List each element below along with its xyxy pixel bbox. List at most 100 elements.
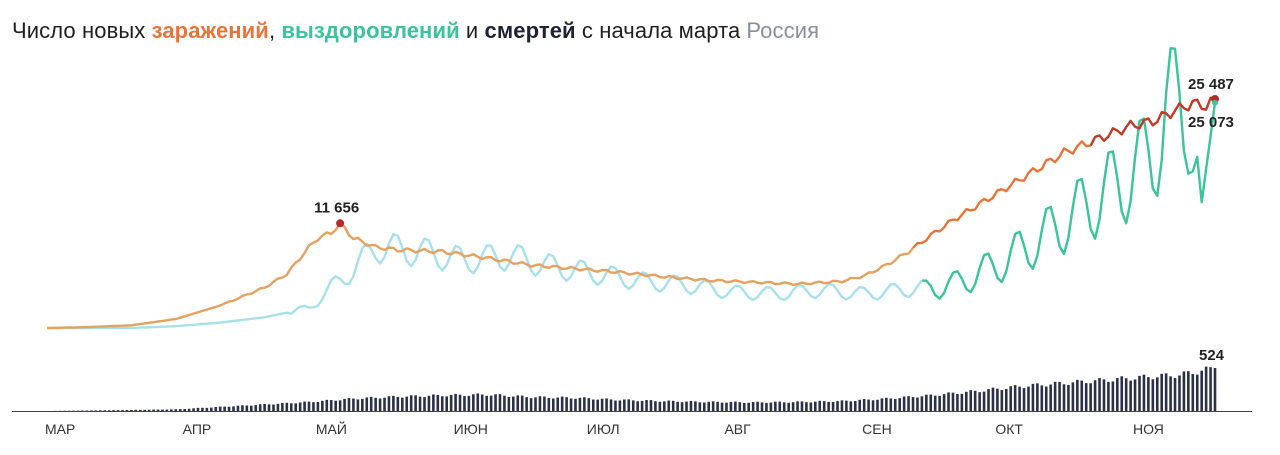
death-bar bbox=[1009, 386, 1013, 411]
death-bar bbox=[227, 406, 231, 411]
death-bar bbox=[174, 409, 178, 411]
death-bar bbox=[1129, 380, 1132, 411]
death-bar bbox=[85, 410, 89, 411]
deaths-bars bbox=[54, 366, 1217, 411]
death-bar bbox=[623, 399, 626, 411]
death-bar bbox=[538, 396, 542, 411]
death-bar bbox=[347, 398, 351, 411]
death-bar bbox=[711, 401, 715, 411]
death-bar bbox=[152, 409, 155, 411]
death-bar bbox=[778, 401, 782, 411]
title-part1: Число новых bbox=[12, 18, 152, 43]
death-bar bbox=[871, 400, 875, 411]
death-bar bbox=[316, 402, 320, 411]
death-bar bbox=[796, 401, 799, 411]
death-bar bbox=[214, 407, 218, 411]
infections-line-mid bbox=[912, 140, 1091, 249]
death-bar bbox=[1022, 388, 1026, 411]
death-bar bbox=[289, 403, 293, 411]
death-bar bbox=[170, 409, 173, 411]
death-bar bbox=[196, 407, 200, 411]
death-bar bbox=[352, 398, 355, 411]
death-bar bbox=[1116, 378, 1119, 411]
death-bar bbox=[547, 397, 551, 411]
death-bar bbox=[636, 401, 639, 411]
death-bar bbox=[605, 398, 608, 411]
death-bar bbox=[929, 394, 933, 411]
death-bar bbox=[1107, 381, 1110, 411]
death-bar bbox=[809, 402, 813, 411]
death-bar bbox=[1147, 377, 1150, 411]
month-label-6: АВГ bbox=[724, 421, 751, 437]
death-bar bbox=[1062, 384, 1066, 411]
title-sep: , bbox=[268, 18, 282, 43]
death-bar bbox=[1120, 376, 1124, 411]
death-bar bbox=[392, 395, 395, 411]
death-bar bbox=[241, 405, 244, 411]
death-bar bbox=[534, 397, 537, 411]
death-bar bbox=[1200, 370, 1203, 411]
death-bar bbox=[578, 397, 582, 411]
death-bar bbox=[383, 397, 386, 411]
recoveries-line-late bbox=[921, 47, 1217, 300]
death-bar bbox=[551, 398, 555, 411]
death-bar bbox=[156, 409, 160, 411]
death-bar bbox=[978, 392, 981, 411]
death-bar bbox=[298, 402, 302, 411]
death-bar bbox=[565, 397, 568, 411]
death-bar bbox=[618, 400, 622, 411]
death-bar bbox=[858, 399, 862, 411]
death-bar bbox=[791, 402, 795, 411]
death-bar bbox=[876, 399, 879, 411]
death-bar bbox=[925, 394, 928, 411]
death-bar bbox=[583, 397, 586, 411]
death-bar bbox=[1044, 386, 1048, 411]
title-deaths: смертей bbox=[484, 18, 576, 43]
recoveries-last-dot bbox=[1212, 99, 1218, 106]
death-bar bbox=[742, 402, 746, 411]
death-bar bbox=[729, 401, 733, 411]
death-bar bbox=[356, 399, 360, 411]
death-bar bbox=[307, 401, 311, 411]
death-bar bbox=[1195, 374, 1199, 411]
death-bar bbox=[702, 402, 706, 411]
month-label-1: МАР bbox=[45, 421, 75, 437]
death-bar bbox=[418, 396, 422, 411]
death-bar bbox=[645, 400, 648, 411]
death-bar bbox=[414, 395, 417, 411]
death-bar bbox=[281, 402, 284, 411]
death-bar bbox=[569, 398, 573, 411]
death-bar bbox=[1067, 384, 1070, 411]
death-bar bbox=[325, 399, 329, 411]
death-bar bbox=[1004, 388, 1008, 411]
death-bar bbox=[480, 394, 484, 411]
death-bar bbox=[631, 400, 635, 411]
death-bar bbox=[654, 401, 657, 411]
death-bar bbox=[898, 398, 901, 411]
death-bar bbox=[138, 409, 142, 411]
death-bar bbox=[862, 399, 866, 411]
death-bar bbox=[1138, 375, 1141, 411]
death-bar bbox=[205, 407, 209, 411]
death-bar bbox=[640, 400, 644, 411]
death-bar bbox=[827, 401, 830, 411]
death-bar bbox=[698, 402, 702, 411]
death-bar bbox=[938, 395, 941, 411]
chart-title: Число новых заражений, выздоровлений и с… bbox=[12, 18, 819, 44]
death-bar bbox=[440, 396, 444, 411]
death-bar bbox=[463, 396, 466, 411]
death-bar bbox=[1031, 383, 1035, 411]
death-bar bbox=[90, 410, 93, 411]
death-bar bbox=[849, 401, 853, 411]
death-bar bbox=[183, 408, 186, 411]
death-bar bbox=[489, 395, 493, 411]
death-bar bbox=[902, 396, 906, 411]
annotations: 11 656 25 487 25 073 524 bbox=[314, 76, 1234, 364]
recoveries-last-label: 25 073 bbox=[1188, 114, 1234, 131]
death-bar bbox=[1111, 381, 1115, 411]
death-bar bbox=[1076, 379, 1079, 411]
death-bar bbox=[276, 403, 280, 411]
death-bar bbox=[707, 401, 711, 411]
death-bar bbox=[378, 398, 382, 411]
